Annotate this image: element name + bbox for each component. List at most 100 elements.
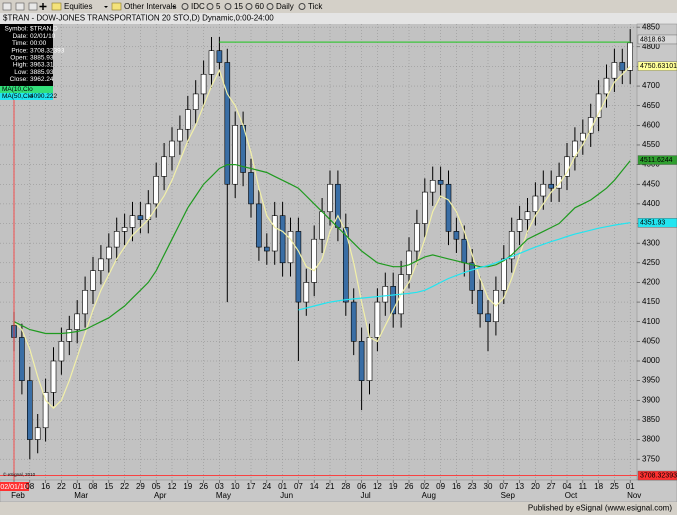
candle-body (66, 329, 73, 342)
x-tick-label: 04 (563, 482, 572, 491)
candle-body (532, 195, 539, 213)
candle-body (106, 246, 112, 260)
x-tick-label: 01 (73, 482, 82, 491)
x-tick-label: 07 (294, 482, 303, 491)
data-value: 3708.32393 (30, 47, 65, 54)
dropdown-arrow[interactable] (172, 6, 176, 8)
candle-body (327, 183, 333, 213)
x-tick-label: 26 (405, 482, 414, 491)
price-label-box (637, 155, 677, 165)
candle-body (603, 77, 610, 95)
candle-body (374, 301, 381, 338)
price-label-box (637, 218, 677, 228)
candle-body (295, 231, 302, 303)
candle-body (627, 42, 634, 71)
candle-body (358, 341, 365, 381)
data-value: 02/01/10 (30, 33, 56, 40)
radio[interactable] (224, 3, 232, 10)
candle-body (429, 180, 436, 193)
series-line (13, 160, 631, 335)
toolbar-item[interactable]: Equities (64, 2, 92, 11)
x-tick-label: 01 (278, 482, 287, 491)
legend-swatch (0, 86, 53, 93)
candle-body (335, 183, 341, 228)
price-label-box (637, 34, 677, 45)
month-label: Jul (360, 491, 370, 500)
icon[interactable] (15, 2, 25, 11)
candle-body (137, 215, 144, 220)
month-label: Sep (501, 491, 516, 500)
toolbar-item[interactable]: 60 (255, 2, 264, 11)
candle-body (445, 183, 452, 232)
candle-body (524, 211, 531, 220)
data-label: Time: (12, 40, 28, 47)
dropdown-arrow[interactable] (104, 6, 108, 8)
data-label: Close: (10, 76, 29, 83)
month-label: Jun (280, 491, 293, 500)
y-tick-label: 4450 (642, 179, 660, 188)
candle-body (303, 282, 310, 303)
x-tick-label: 02/01/10 (0, 484, 27, 491)
candle-body (611, 62, 618, 79)
folder-icon[interactable] (111, 2, 122, 11)
toolbar-item[interactable]: Tick (308, 2, 323, 11)
x-tick-label: 27 (547, 482, 556, 491)
x-tick-label: 15 (104, 482, 113, 491)
legend-entry: MA(10,Clo (2, 86, 33, 93)
data-value: 3962.24 (30, 76, 54, 83)
radio[interactable] (266, 3, 274, 10)
candle-body (579, 132, 586, 142)
month-label: Oct (565, 491, 578, 500)
candle-body (366, 337, 373, 381)
y-tick-label: 4650 (642, 101, 660, 110)
toolbar-bg (0, 0, 677, 13)
data-label: Open: (10, 55, 28, 62)
toolbar-item[interactable]: 5 (216, 2, 221, 11)
toolbar-item[interactable]: IDC (191, 2, 205, 11)
candle-body (287, 231, 294, 264)
y-tick-label: 3800 (642, 435, 660, 444)
x-tick-label: 07 (499, 482, 508, 491)
icon[interactable] (2, 2, 12, 11)
candle-body (90, 270, 96, 291)
toolbar-item[interactable]: Other Intervals (124, 2, 176, 11)
x-tick-label: 11 (579, 482, 588, 491)
candle-body (177, 128, 183, 142)
radio[interactable] (245, 3, 253, 10)
icon[interactable] (28, 2, 38, 11)
add-icon[interactable] (39, 3, 47, 10)
folder-icon[interactable] (51, 2, 62, 11)
data-value: 4090.222 (30, 93, 57, 100)
candle-body (437, 180, 444, 185)
radio[interactable] (206, 3, 214, 10)
cursor-date-box (0, 482, 29, 491)
x-tick-label: 25 (610, 482, 619, 491)
y-tick-label: 4050 (642, 336, 660, 345)
radio[interactable] (181, 3, 189, 10)
x-tick-label: 26 (199, 482, 208, 491)
toolbar-item[interactable]: Daily (276, 2, 294, 11)
price-label: 4351.93 (640, 220, 665, 227)
candle-body (319, 211, 325, 240)
price-label: 4511.6244 (640, 157, 673, 164)
candle-body (26, 380, 33, 440)
candle-body (556, 176, 562, 189)
watermark: © eSignal, 2010 (3, 471, 36, 477)
data-label: Date: (12, 33, 28, 40)
title-bar (0, 13, 677, 24)
x-tick-label: 16 (41, 482, 50, 491)
radio[interactable] (298, 3, 306, 10)
chart-title: $TRAN - DOW-JONES TRANSPORTATION 20 STO,… (3, 14, 274, 23)
series-line (298, 222, 631, 311)
x-tick-label: 19 (183, 482, 192, 491)
toolbar-item[interactable]: 15 (234, 2, 243, 11)
y-tick-label: 4800 (642, 42, 660, 51)
data-value: 3963.31 (30, 62, 54, 69)
x-tick-label: 02 (420, 482, 429, 491)
candle-body (256, 203, 262, 248)
y-tick-label: 4200 (642, 278, 660, 287)
x-tick-label: 03 (215, 482, 224, 491)
x-tick-label: 24 (262, 482, 271, 491)
